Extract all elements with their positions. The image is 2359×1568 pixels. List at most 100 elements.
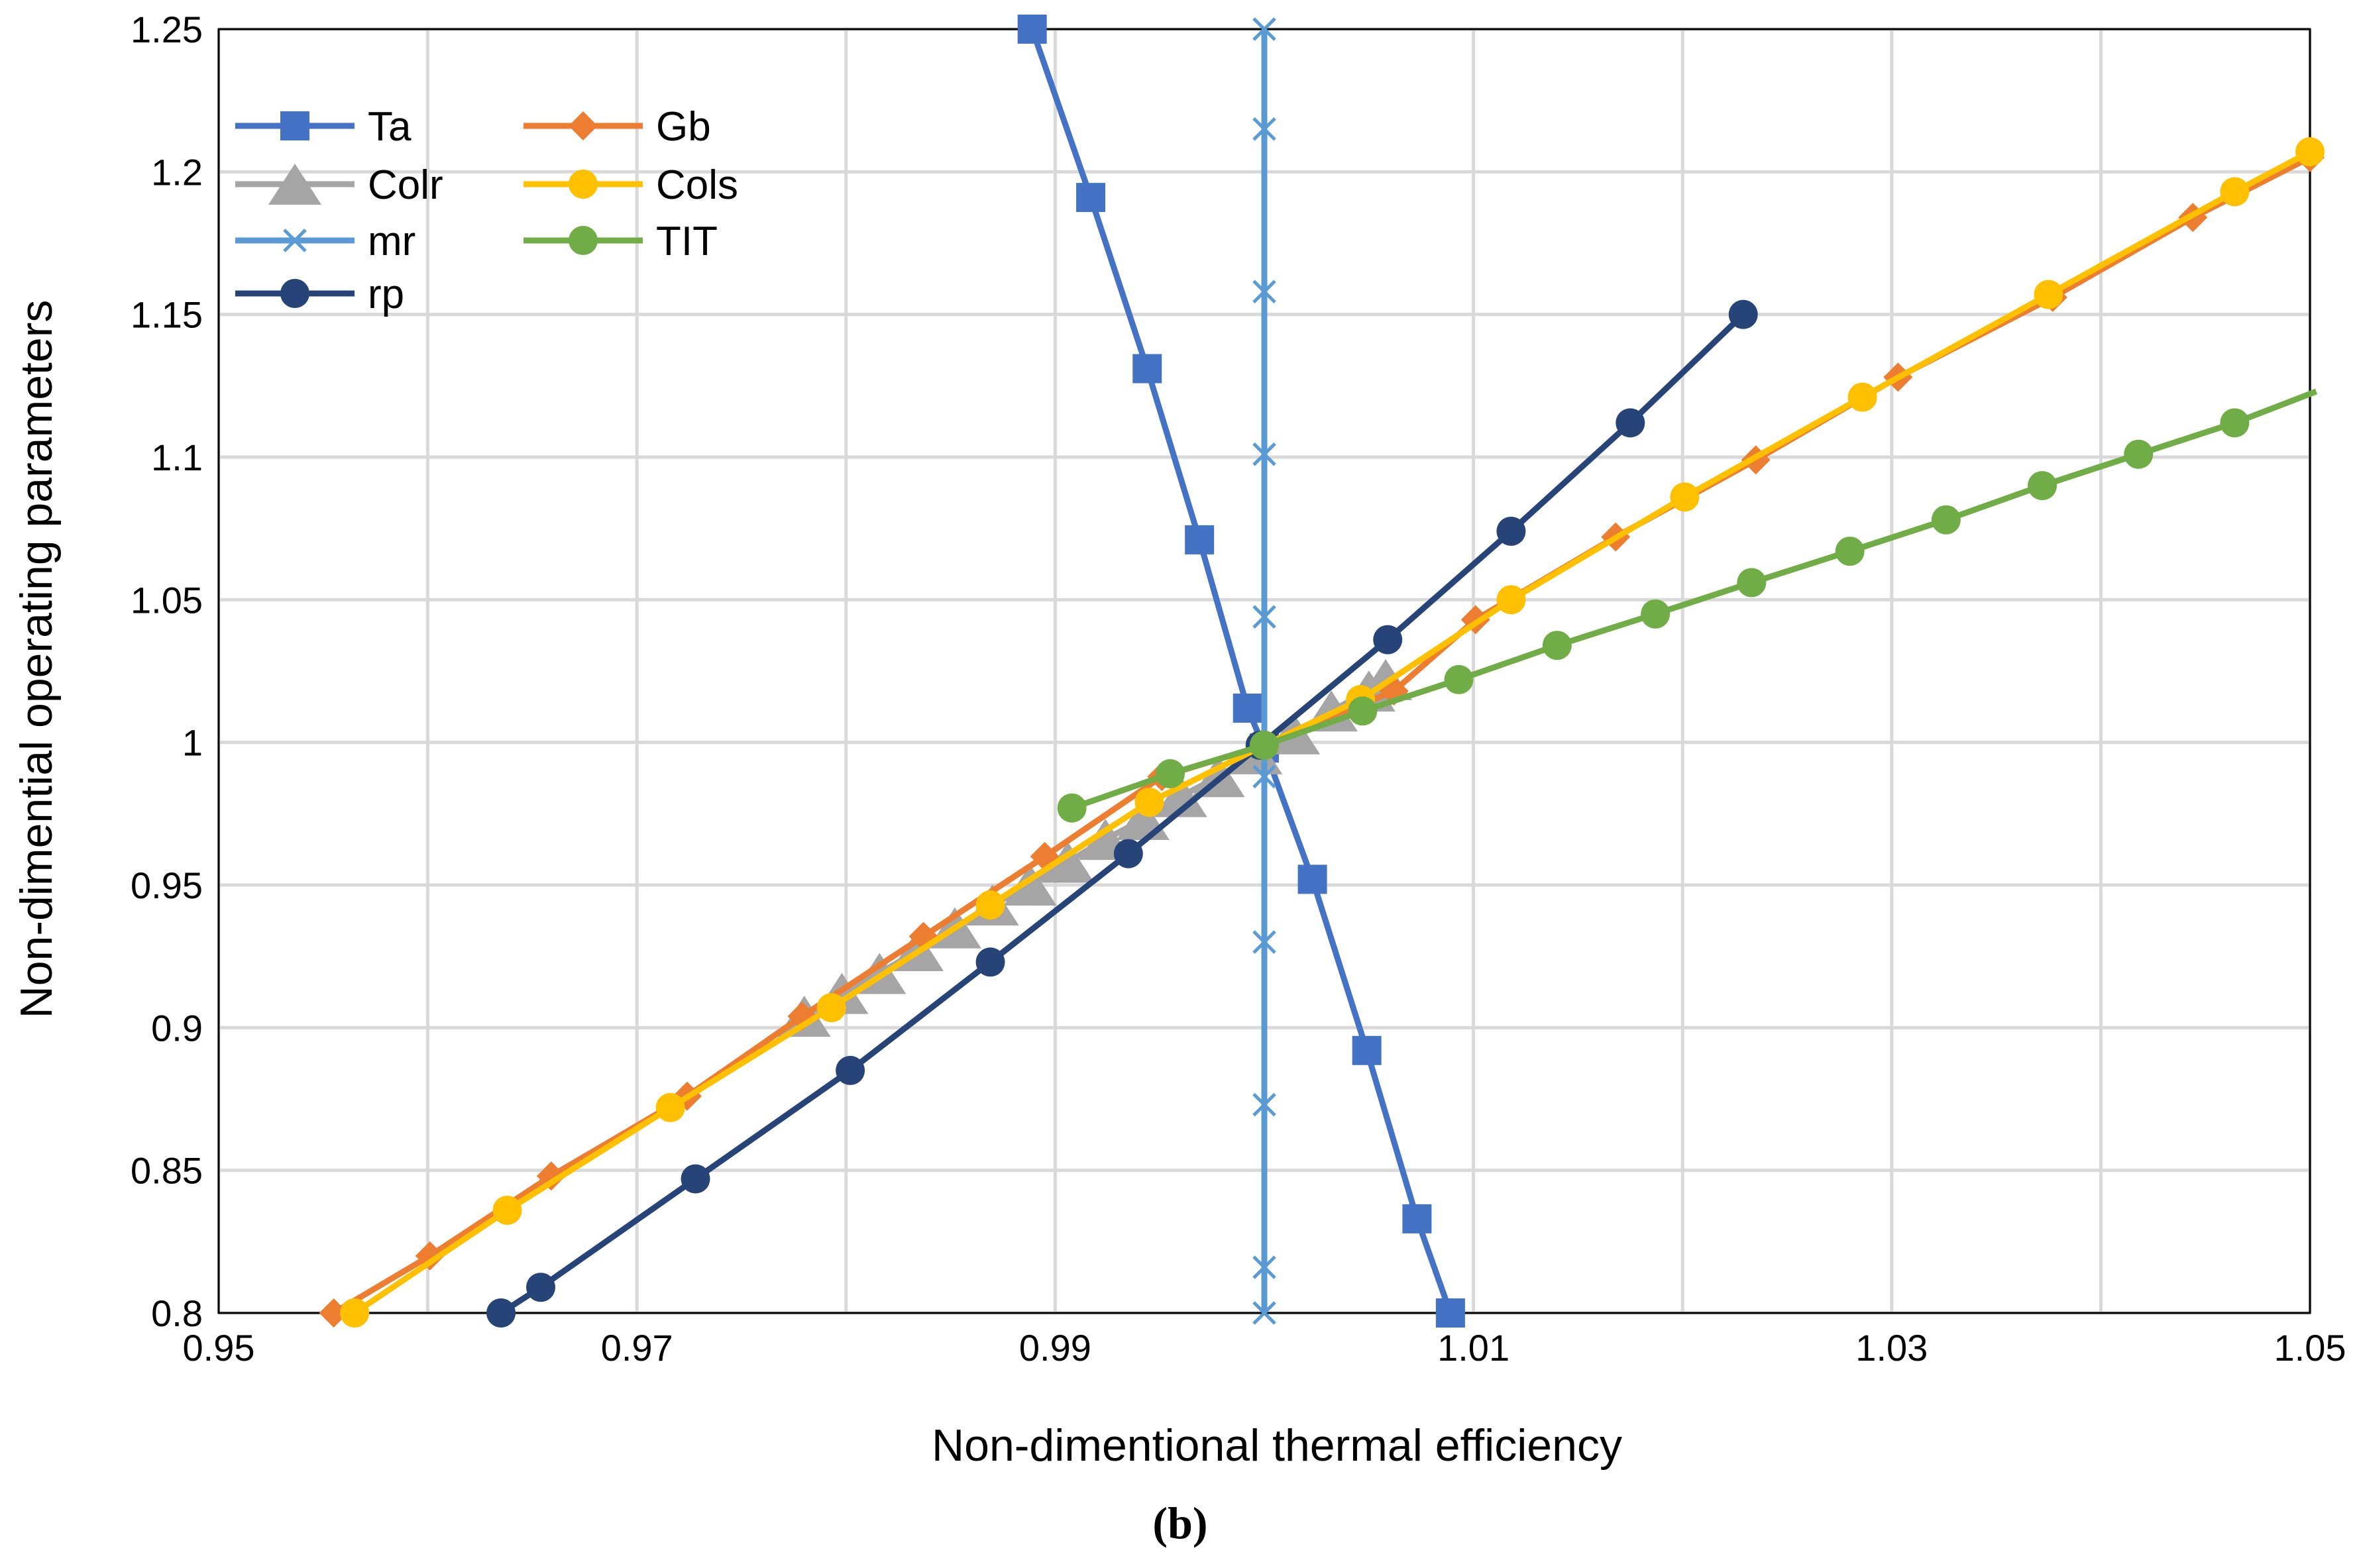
data-point (1185, 525, 1215, 554)
data-point (1297, 864, 1327, 894)
data-point (1252, 930, 1276, 954)
data-point (816, 993, 846, 1023)
data-point (1076, 183, 1106, 213)
data-point (1113, 839, 1143, 868)
data-point (569, 111, 598, 140)
data-point (1252, 117, 1276, 141)
data-point (1737, 568, 1767, 598)
data-point (1496, 585, 1526, 615)
data-point (569, 226, 598, 255)
series-cols (340, 137, 2325, 1328)
data-point (836, 1055, 865, 1085)
y-tick-label: 0.85 (131, 1150, 203, 1192)
legend: Ta Colr mr rp Gb Cols TIT (235, 104, 738, 317)
data-point (415, 1241, 445, 1271)
data-point (1835, 537, 1865, 566)
x-tick-label: 0.97 (601, 1327, 673, 1369)
series-line (1071, 388, 2318, 811)
data-point (1352, 1035, 1382, 1065)
legend-item-mr: mr (235, 219, 415, 264)
y-tick-label: 1.15 (131, 294, 203, 336)
data-point (1402, 1204, 1432, 1233)
data-point (2220, 177, 2250, 207)
series-gb (319, 142, 2325, 1328)
data-point (1252, 17, 1276, 41)
data-point (1670, 482, 1700, 512)
series-layer (319, 15, 2325, 1328)
data-point (268, 164, 321, 205)
data-point (1252, 1092, 1276, 1117)
y-axis-ticks: 0.8 0.85 0.9 0.95 1 1.05 1.1 1.15 1.2 1.25 (131, 9, 203, 1334)
y-tick-label: 0.8 (151, 1292, 203, 1334)
data-point (2295, 137, 2325, 167)
y-tick-label: 0.95 (131, 864, 203, 906)
data-point (1542, 631, 1572, 660)
series-rp (486, 299, 1758, 1328)
data-point (1435, 1298, 1465, 1328)
data-point (1616, 408, 1645, 438)
legend-item-cols: Cols (523, 162, 738, 208)
data-point (2220, 408, 2250, 438)
series-line (353, 149, 2312, 1316)
data-point (1233, 693, 1262, 723)
y-tick-label: 1.05 (131, 579, 203, 621)
data-point (1252, 605, 1276, 629)
data-point (536, 1161, 566, 1191)
data-point (283, 229, 307, 252)
data-point (1252, 280, 1276, 303)
data-point (681, 1164, 710, 1194)
data-point (319, 1298, 349, 1328)
series-mr (1252, 17, 1276, 1325)
data-point (1134, 788, 1164, 817)
data-point (1348, 696, 1378, 726)
data-point (1847, 382, 1877, 412)
legend-item-tit: TIT (523, 219, 718, 264)
legend-label: mr (368, 219, 415, 264)
legend-label: Gb (656, 104, 711, 150)
x-tick-label: 0.99 (1019, 1327, 1091, 1369)
x-axis-title: Non-dimentional thermal efficiency (932, 1420, 1622, 1471)
legend-label: TIT (656, 219, 718, 264)
data-point (1041, 841, 1095, 883)
series-line (332, 154, 2312, 1316)
y-axis-title: Non-dimential operating parameters (11, 300, 62, 1019)
series-tit (1057, 388, 2318, 823)
figure-caption: (b) (1152, 1498, 1207, 1548)
data-point (526, 1273, 556, 1302)
data-point (1728, 299, 1758, 329)
x-axis-ticks: 0.95 0.97 0.99 1.01 1.03 1.05 (183, 1327, 2346, 1369)
data-point (492, 1195, 522, 1225)
data-point (2028, 471, 2057, 501)
data-point (340, 1298, 370, 1328)
data-point (1250, 730, 1279, 760)
data-point (655, 1092, 685, 1122)
data-point (1252, 764, 1276, 789)
legend-item-ta: Ta (235, 104, 411, 150)
data-point (280, 279, 309, 308)
data-point (975, 947, 1005, 977)
series-ta (1017, 15, 1465, 1328)
data-point (1641, 599, 1671, 629)
data-point (1003, 864, 1057, 906)
caption-letter: b (1168, 1498, 1193, 1548)
y-tick-label: 1 (182, 722, 203, 764)
legend-label: Cols (656, 162, 738, 208)
data-point (1154, 776, 1207, 817)
legend-label: rp (368, 272, 404, 317)
data-point (2034, 280, 2063, 309)
data-point (1057, 793, 1087, 823)
series-line (1029, 28, 1454, 1314)
data-point (1132, 354, 1162, 384)
series-line (499, 312, 1745, 1316)
y-tick-label: 1.1 (151, 437, 203, 478)
y-tick-label: 1.2 (151, 151, 203, 193)
data-point (975, 890, 1005, 920)
y-tick-label: 1.25 (131, 9, 203, 50)
x-tick-label: 1.03 (1855, 1327, 1928, 1369)
data-point (1496, 516, 1526, 546)
legend-label: Ta (368, 104, 411, 150)
data-point (1017, 15, 1047, 44)
data-point (1444, 664, 1474, 694)
caption-open: ( (1152, 1498, 1168, 1548)
